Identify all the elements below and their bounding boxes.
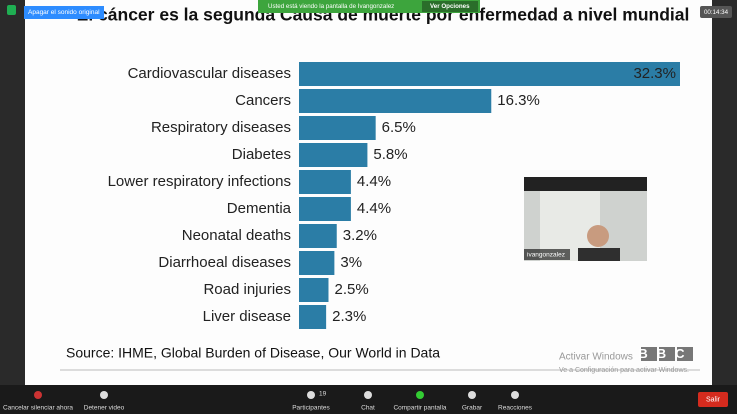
- value-label: 3.2%: [343, 227, 377, 244]
- participants-count: 19: [319, 391, 327, 398]
- tool-icon: [100, 391, 108, 399]
- view-options[interactable]: [422, 1, 478, 12]
- tool-icon: [34, 391, 42, 399]
- bar: [299, 170, 351, 194]
- bar: [299, 278, 329, 302]
- view-options-label: Ver Opciones: [430, 3, 470, 10]
- tool-icon: [307, 391, 315, 399]
- category-label: Diarrhoeal diseases: [158, 254, 291, 271]
- timer-bg: [700, 6, 732, 18]
- leave-button[interactable]: [698, 392, 728, 407]
- video-face: [587, 225, 609, 247]
- value-label: 4.4%: [357, 173, 391, 190]
- tool-label[interactable]: Chat: [361, 405, 375, 412]
- tool-label[interactable]: Grabar: [462, 405, 483, 412]
- value-label: 32.3%: [633, 65, 676, 82]
- unmute-label: Apagar el sonido original: [28, 9, 100, 16]
- video-header: [524, 177, 647, 191]
- category-label: Road injuries: [203, 281, 291, 298]
- value-label: 3%: [340, 254, 362, 271]
- logo: BBC: [638, 346, 693, 361]
- value-label: 4.4%: [357, 200, 391, 217]
- unmute-button[interactable]: [24, 6, 104, 19]
- category-label: Respiratory diseases: [151, 119, 291, 136]
- bar: [299, 143, 368, 167]
- watermark-title: Activar Windows: [559, 352, 633, 363]
- logo-text: BBC: [638, 346, 693, 361]
- category-label: Neonatal deaths: [182, 227, 291, 244]
- tool-icon: [468, 391, 476, 399]
- toolbar-items: Cancelar silenciar ahora Detener video Par…: [3, 391, 728, 412]
- watermark-text: Ve a Configuración para activar Windows.: [559, 367, 689, 374]
- bar: [299, 224, 337, 248]
- tool-label[interactable]: Participantes: [292, 405, 330, 412]
- bar: [299, 305, 327, 329]
- name-tag: [524, 249, 570, 260]
- tool-icon: [416, 391, 424, 399]
- value-label: 2.5%: [334, 281, 368, 298]
- category-label: Cancers: [235, 92, 291, 109]
- toolbar: [0, 385, 737, 414]
- banner-text: Usted está viendo la pantalla de Ivangon…: [268, 3, 394, 10]
- timer: 00:14:34: [704, 9, 729, 16]
- tool-label[interactable]: Compartir pantalla: [393, 405, 446, 412]
- value-label: 16.3%: [497, 92, 540, 109]
- category-label: Dementia: [227, 200, 292, 217]
- bar: [299, 251, 335, 275]
- frame-left: [0, 0, 25, 385]
- value-label: 6.5%: [382, 119, 416, 136]
- logo-box: [641, 347, 657, 361]
- logo-box: [677, 347, 693, 361]
- tool-icon: [364, 391, 372, 399]
- tool-icon: [511, 391, 519, 399]
- logo-box: [659, 347, 675, 361]
- bar: [299, 62, 680, 86]
- chart-title: El cáncer es la segunda Causa de muerte …: [77, 5, 690, 25]
- participant-name: ivangonzalez: [527, 252, 565, 259]
- tool-label[interactable]: Reacciones: [498, 405, 533, 412]
- category-label: Cardiovascular diseases: [128, 65, 291, 82]
- bar: [299, 89, 492, 113]
- category-label: Lower respiratory infections: [108, 173, 291, 190]
- tool-label[interactable]: Detener video: [84, 405, 125, 412]
- leave-label: Salir: [706, 396, 721, 403]
- value-label: 2.3%: [332, 308, 366, 325]
- value-label: 5.8%: [373, 146, 407, 163]
- source: Source: IHME, Global Burden of Disease, …: [66, 345, 440, 361]
- category-label: Diabetes: [232, 146, 291, 163]
- bar: [299, 197, 351, 221]
- bar: [299, 116, 376, 140]
- frame-right: [712, 0, 737, 385]
- category-label: Liver disease: [203, 308, 291, 325]
- tool-label[interactable]: Cancelar silenciar ahora: [3, 405, 73, 412]
- security-icon: [7, 5, 16, 15]
- video-body: [578, 248, 620, 261]
